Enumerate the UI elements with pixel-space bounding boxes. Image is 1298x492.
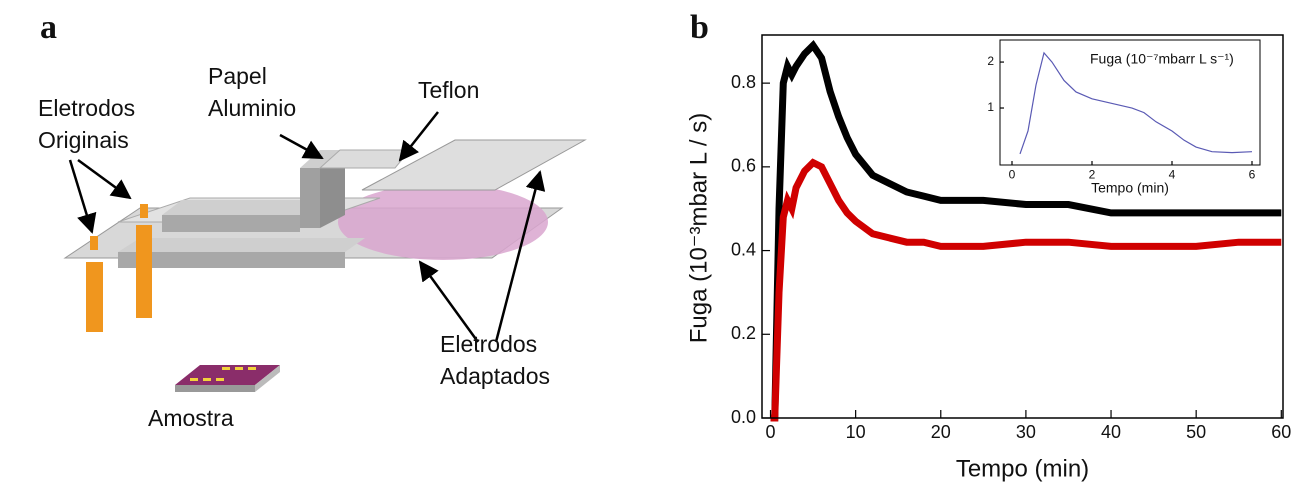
label: Originais	[38, 127, 129, 153]
strip	[300, 150, 340, 168]
label: Teflon	[418, 77, 479, 103]
strip	[300, 168, 320, 228]
x-tick-label: 0	[1009, 167, 1016, 181]
electrode	[90, 236, 98, 250]
x-tick-label: 30	[1016, 422, 1036, 442]
x-tick-label: 0	[766, 422, 776, 442]
label: Eletrodos	[440, 331, 537, 357]
y-tick-label: 0.6	[731, 156, 756, 176]
wafer	[338, 184, 548, 260]
strip	[162, 215, 300, 232]
label: Eletrodos	[38, 95, 135, 121]
inset-x-title: Tempo (min)	[1091, 180, 1169, 196]
strip	[162, 200, 318, 215]
label: Adaptados	[440, 363, 550, 389]
inset-background	[1000, 40, 1260, 165]
y-tick-label: 0.0	[731, 407, 756, 427]
label: Papel	[208, 63, 267, 89]
sheet	[361, 139, 587, 191]
y-tick-label: 1	[987, 100, 994, 114]
x-axis-title: Tempo (min)	[956, 455, 1089, 482]
x-tick-label: 10	[846, 422, 866, 442]
strip	[320, 168, 345, 228]
y-tick-label: 0.4	[731, 239, 756, 259]
diagram: a Papel Aluminio Teflon Eletrodos Origin…	[38, 9, 587, 431]
data-line	[1019, 51, 1253, 155]
x-tick-label: 20	[931, 422, 951, 442]
electrode	[140, 204, 148, 218]
y-tick-label: 2	[987, 54, 994, 68]
x-tick-label: 2	[1089, 167, 1096, 181]
chip-pads	[190, 367, 256, 381]
electrode	[86, 262, 103, 332]
chip	[175, 385, 255, 392]
x-tick-label: 50	[1186, 422, 1206, 442]
data-line	[770, 40, 1282, 422]
plot-frame	[761, 34, 1284, 419]
x-tick-label: 40	[1101, 422, 1121, 442]
plot-frame	[999, 39, 1261, 166]
data-line	[770, 158, 1282, 422]
x-tick-label: 6	[1249, 167, 1256, 181]
y-tick-label: 0.2	[731, 323, 756, 343]
arrows	[68, 111, 546, 343]
chip	[255, 365, 280, 392]
label: Aluminio	[208, 95, 296, 121]
strip	[118, 252, 345, 268]
inset-title: Fuga (10⁻⁷mbarr L s⁻¹)	[1090, 51, 1234, 67]
y-tick-label: 0.8	[731, 72, 756, 92]
x-tick-label: 4	[1169, 167, 1176, 181]
panel-label: b	[690, 9, 709, 46]
strip	[118, 238, 365, 252]
electrode	[136, 225, 152, 318]
label: Amostra	[148, 405, 234, 431]
panel-label: a	[40, 9, 57, 46]
x-tick-label: 60	[1271, 422, 1291, 442]
y-axis-title: Fuga (10⁻³mbar L / s)	[685, 113, 712, 344]
